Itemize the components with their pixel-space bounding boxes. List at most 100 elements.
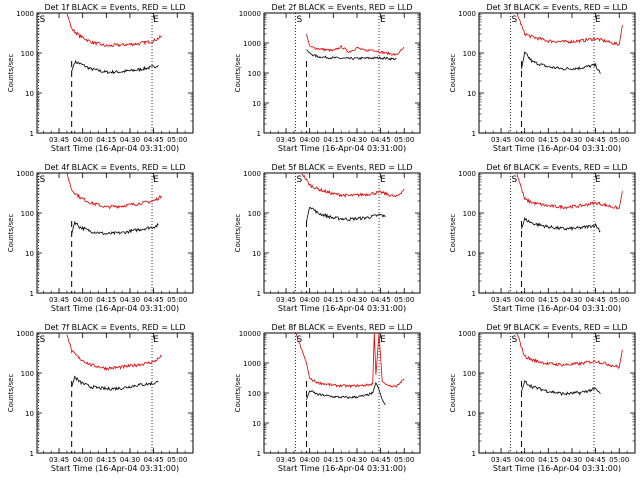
y-axis-label: Counts/sec: [234, 214, 242, 253]
y-tick-label: 10000: [239, 10, 261, 18]
x-tick-label: 03:45: [276, 296, 296, 304]
x-tick-label: 03:45: [491, 456, 511, 464]
x-tick-label: 03:45: [49, 136, 69, 144]
x-tick-label: 04:15: [96, 456, 116, 464]
series-lld-line: [306, 33, 405, 56]
x-tick-label: 04:15: [323, 456, 343, 464]
plot-frame: [478, 172, 636, 294]
x-axis-label: Start Time (16-Apr-04 03:31:00): [493, 304, 621, 313]
y-axis-label: Counts/sec: [7, 214, 15, 253]
x-tick-label: 04:00: [515, 296, 535, 304]
x-tick-label: 03:45: [49, 296, 69, 304]
x-tick-label: 04:00: [73, 456, 93, 464]
y-tick-label: 1000: [458, 330, 476, 338]
y-tick-label: 10: [25, 410, 34, 418]
x-tick-label: 04:15: [323, 296, 343, 304]
x-tick-label: 05:00: [167, 296, 187, 304]
end-marker-e: E: [595, 335, 601, 345]
x-tick-label: 04:45: [586, 456, 606, 464]
x-tick-label: 04:15: [96, 136, 116, 144]
series-events-line: [306, 381, 386, 406]
plot-frame: [263, 12, 421, 134]
end-marker-e: E: [153, 15, 159, 25]
y-tick-label: 1: [30, 130, 34, 138]
subplot-det-8: Det 8f BLACK = Events, RED = LLD 1 10 100 10…: [234, 323, 421, 473]
x-tick-label: 05:00: [609, 456, 629, 464]
series-events-line: [521, 379, 601, 396]
start-marker-s: S: [512, 175, 518, 185]
y-tick-label: 1: [257, 450, 261, 458]
x-tick-label: 04:00: [300, 456, 320, 464]
y-tick-label: 1: [472, 130, 476, 138]
x-tick-label: 03:45: [491, 136, 511, 144]
plot-frame: [36, 332, 194, 454]
y-tick-label: 100: [463, 370, 476, 378]
x-tick-label: 04:15: [96, 296, 116, 304]
x-tick-label: 04:00: [515, 456, 535, 464]
y-tick-label: 100: [248, 390, 261, 398]
y-tick-label: 1000: [16, 170, 34, 178]
end-marker-e: E: [153, 175, 159, 185]
y-tick-label: 10000: [239, 330, 261, 338]
y-tick-label: 10: [25, 90, 34, 98]
series-events-line: [71, 375, 159, 391]
y-tick-label: 10: [252, 250, 261, 258]
x-tick-label: 04:30: [120, 136, 140, 144]
x-tick-label: 04:45: [371, 296, 391, 304]
y-tick-label: 1: [30, 450, 34, 458]
start-marker-s: S: [297, 175, 303, 185]
end-marker-e: E: [380, 335, 386, 345]
series-events-line: [521, 217, 601, 233]
x-tick-label: 04:30: [562, 456, 582, 464]
y-tick-label: 100: [463, 50, 476, 58]
x-tick-label: 04:45: [144, 296, 164, 304]
x-tick-label: 03:45: [49, 456, 69, 464]
series-events-line: [71, 59, 159, 75]
y-tick-label: 1000: [16, 330, 34, 338]
y-tick-label: 10: [252, 420, 261, 428]
y-tick-label: 100: [21, 50, 34, 58]
x-tick-label: 03:45: [276, 136, 296, 144]
x-tick-label: 05:00: [167, 136, 187, 144]
x-axis-label: Start Time (16-Apr-04 03:31:00): [278, 464, 406, 473]
x-tick-label: 05:00: [394, 456, 414, 464]
y-tick-label: 10: [25, 250, 34, 258]
y-tick-label: 10: [252, 100, 261, 108]
subplot-det-5: Det 5f BLACK = Events, RED = LLD 1 10 100 10…: [234, 163, 421, 313]
series-lld-line: [516, 12, 623, 47]
x-tick-label: 04:30: [562, 296, 582, 304]
start-marker-s: S: [512, 15, 518, 25]
start-marker-s: S: [40, 335, 46, 345]
y-axis-label: Counts/sec: [7, 54, 15, 93]
y-axis-label: Counts/sec: [234, 374, 242, 413]
subplot-det-1: Det 1f BLACK = Events, RED = LLD 1 10 100 10…: [7, 3, 194, 153]
y-tick-label: 1: [257, 290, 261, 298]
series-events-line: [521, 51, 601, 75]
x-axis-label: Start Time (16-Apr-04 03:31:00): [278, 144, 406, 153]
x-tick-label: 04:30: [562, 136, 582, 144]
series-lld-line: [295, 331, 405, 389]
subplot-title: Det 9f BLACK = Events, RED = LLD: [486, 323, 627, 332]
x-tick-label: 04:45: [144, 456, 164, 464]
y-tick-label: 1000: [243, 170, 261, 178]
x-tick-label: 04:45: [371, 456, 391, 464]
y-tick-label: 1000: [243, 40, 261, 48]
series-lld-line: [516, 172, 623, 211]
y-axis-label: Counts/sec: [449, 54, 457, 93]
x-tick-label: 04:45: [586, 136, 606, 144]
y-tick-label: 1000: [243, 360, 261, 368]
plot-frame: [36, 12, 194, 134]
subplot-title: Det 6f BLACK = Events, RED = LLD: [486, 163, 627, 172]
x-axis-label: Start Time (16-Apr-04 03:31:00): [51, 304, 179, 313]
plot-frame: [478, 332, 636, 454]
start-marker-s: S: [297, 15, 303, 25]
series-lld-line: [516, 333, 623, 370]
y-tick-label: 10: [467, 410, 476, 418]
end-marker-e: E: [380, 15, 386, 25]
subplot-title: Det 3f BLACK = Events, RED = LLD: [486, 3, 627, 12]
x-axis-label: Start Time (16-Apr-04 03:31:00): [493, 464, 621, 473]
subplot-det-3: Det 3f BLACK = Events, RED = LLD 1 10 100 10…: [449, 3, 636, 153]
x-tick-label: 05:00: [167, 456, 187, 464]
subplot-title: Det 1f BLACK = Events, RED = LLD: [44, 3, 185, 12]
x-axis-label: Start Time (16-Apr-04 03:31:00): [278, 304, 406, 313]
